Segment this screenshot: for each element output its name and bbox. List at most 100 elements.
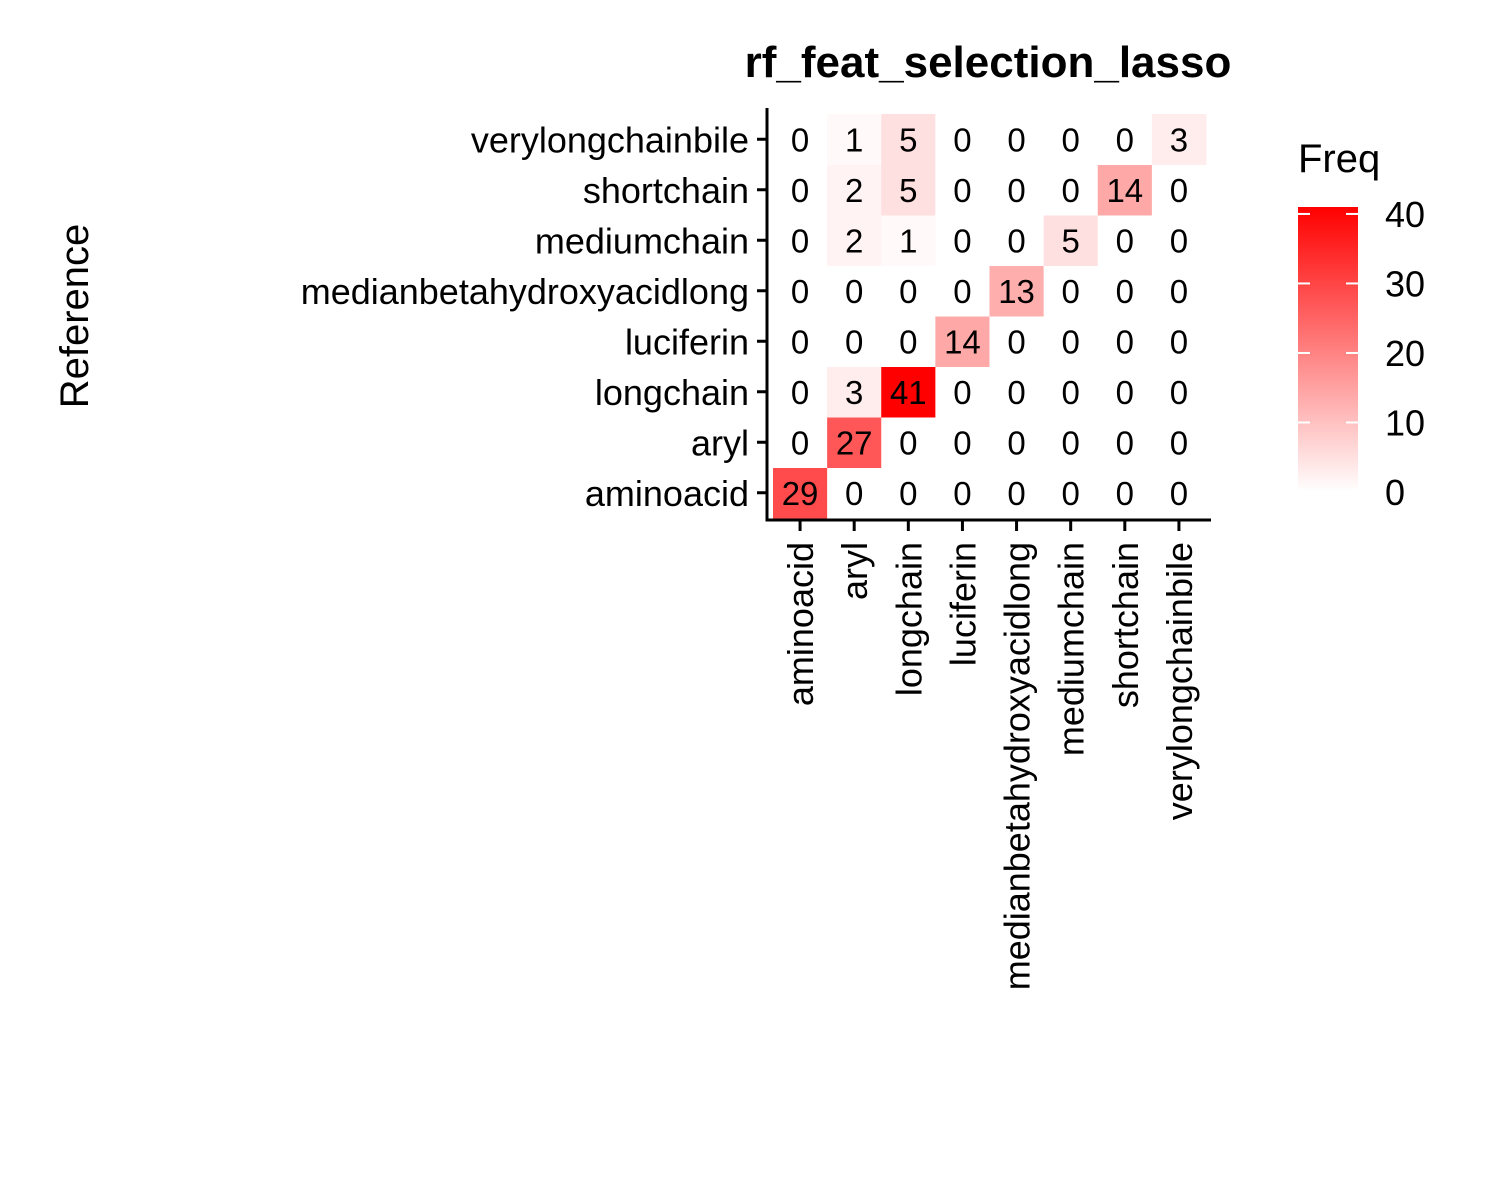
heatmap-cell-labels: 29 0 0 0 0 0 0 00 27 0 0 0 0 0 00 3 41 0 0 0 0 00 0 0 14 0 0 0 00 0 0 0… [782,121,1188,512]
cell-value-label: 0 [1007,475,1025,512]
legend-tick-label: 30 [1385,263,1425,304]
heatmap-cell-aryl-medianbetahydroxyacidlong [989,417,1045,468]
cell-value-label: 41 [890,374,927,411]
heatmap-cell-aminoacid-longchain [881,467,936,519]
legend-tick-label: 40 [1385,194,1425,235]
heatmap-cell-luciferin-verylongchainbile [1151,316,1207,367]
heatmap-cell-medianbetahydroxyacidlong-luciferin [935,265,990,317]
cell-value-label: 0 [1170,374,1188,411]
heatmap-cell-verylongchainbile-longchain [881,114,936,165]
cell-value-label: 0 [1116,475,1134,512]
cell-value-label: 2 [845,222,863,259]
heatmap-cell-medianbetahydroxyacidlong-aminoacid [773,265,828,317]
cell-value-label: 0 [1007,323,1025,360]
y-tick-label: longchain [595,372,749,413]
cell-value-label: 0 [1116,273,1134,310]
heatmap-cell-luciferin-mediumchain [1043,316,1099,367]
heatmap-cell-aryl-verylongchainbile [1151,417,1207,468]
heatmap-cell-aminoacid-medianbetahydroxyacidlong [989,467,1045,519]
heatmap-cell-aminoacid-mediumchain [1043,467,1099,519]
heatmap-cell-longchain-aminoacid [773,366,828,418]
heatmap-cell-aminoacid-luciferin [935,467,990,519]
cell-value-label: 0 [1062,273,1080,310]
heatmap-cell-aryl-aryl [827,417,882,468]
heatmap-cell-verylongchainbile-medianbetahydroxyacidlong [989,114,1045,165]
heatmap-cell-medianbetahydroxyacidlong-medianbetahydroxyacidlong [989,265,1045,317]
cell-value-label: 0 [1007,424,1025,461]
cell-value-label: 0 [1007,374,1025,411]
y-tick-label: medianbetahydroxyacidlong [301,271,749,312]
legend-tick-label: 20 [1385,333,1425,374]
x-tick-label: aminoacid [780,542,821,706]
cell-value-label: 0 [791,121,809,158]
heatmap-cell-verylongchainbile-verylongchainbile [1151,114,1207,165]
cell-value-label: 13 [998,273,1035,310]
cell-value-label: 14 [944,323,981,360]
cell-value-label: 0 [953,121,971,158]
cell-value-label: 0 [899,424,917,461]
cell-value-label: 0 [899,323,917,360]
heatmap-cell-aminoacid-verylongchainbile [1151,467,1207,519]
cell-value-label: 5 [899,172,917,209]
heatmap-cell-medianbetahydroxyacidlong-mediumchain [1043,265,1099,317]
legend-tick-label: 0 [1385,472,1405,513]
heatmap-cell-verylongchainbile-luciferin [935,114,990,165]
cell-value-label: 0 [1062,424,1080,461]
cell-value-label: 0 [1170,172,1188,209]
cell-value-label: 0 [1062,475,1080,512]
cell-value-label: 0 [1116,374,1134,411]
cell-value-label: 0 [845,273,863,310]
heatmap-cell-longchain-verylongchainbile [1151,366,1207,418]
heatmap-cell-luciferin-aminoacid [773,316,828,367]
x-tick-label: verylongchainbile [1159,542,1200,820]
heatmap-cell-shortchain-luciferin [935,164,990,216]
heatmap-cell-luciferin-shortchain [1097,316,1153,367]
cell-value-label: 0 [791,374,809,411]
legend: Freq 0 10 20 30 40 [1298,137,1425,513]
legend-title: Freq [1298,137,1380,181]
heatmap-cell-aryl-mediumchain [1043,417,1099,468]
y-tick-label: luciferin [625,321,749,362]
legend-tick-label: 10 [1385,402,1425,443]
heatmap-cell-luciferin-aryl [827,316,882,367]
heatmap-cell-aryl-aminoacid [773,417,828,468]
cell-value-label: 0 [1170,222,1188,259]
cell-value-label: 1 [845,121,863,158]
heatmap-cell-mediumchain-verylongchainbile [1151,215,1207,266]
heatmap-cell-longchain-aryl [827,366,882,418]
y-tick-label: verylongchainbile [471,119,749,160]
heatmap-cell-aminoacid-shortchain [1097,467,1153,519]
heatmap-cell-mediumchain-medianbetahydroxyacidlong [989,215,1045,266]
x-tick-label: mediumchain [1051,542,1092,756]
heatmap-cell-longchain-medianbetahydroxyacidlong [989,366,1045,418]
heatmap-cell-aminoacid-aryl [827,467,882,519]
cell-value-label: 0 [1007,222,1025,259]
cell-value-label: 0 [953,424,971,461]
cell-value-label: 0 [791,273,809,310]
cell-value-label: 3 [1170,121,1188,158]
y-axis: aminoacid aryl longchain luciferin medianbet… [301,108,769,522]
heatmap-cell-medianbetahydroxyacidlong-verylongchainbile [1151,265,1207,317]
heatmap-cell-longchain-longchain [881,366,936,418]
heatmap-cells [773,114,1207,519]
heatmap-cell-aryl-luciferin [935,417,990,468]
heatmap-cell-aminoacid-aminoacid [773,467,828,519]
cell-value-label: 0 [953,172,971,209]
x-tick-label: longchain [888,542,929,696]
heatmap-cell-luciferin-longchain [881,316,936,367]
cell-value-label: 0 [899,273,917,310]
cell-value-label: 0 [791,424,809,461]
heatmap-cell-shortchain-aryl [827,164,882,216]
heatmap-cell-shortchain-longchain [881,164,936,216]
cell-value-label: 0 [1007,172,1025,209]
cell-value-label: 0 [1116,222,1134,259]
heatmap-cell-shortchain-shortchain [1097,164,1153,216]
y-tick-label: aminoacid [585,473,749,514]
cell-value-label: 2 [845,172,863,209]
heatmap-cell-mediumchain-longchain [881,215,936,266]
cell-value-label: 0 [1116,121,1134,158]
cell-value-label: 0 [1062,323,1080,360]
heatmap-cell-verylongchainbile-aminoacid [773,114,828,165]
heatmap-cell-aryl-shortchain [1097,417,1153,468]
y-tick-label: mediumchain [535,220,749,261]
